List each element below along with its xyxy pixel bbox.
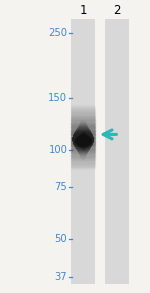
Bar <box>71 19 95 284</box>
Text: 50: 50 <box>55 234 67 244</box>
Text: 37: 37 <box>55 272 67 282</box>
Bar <box>105 19 129 284</box>
Text: 1: 1 <box>79 4 87 17</box>
Text: 75: 75 <box>55 182 67 192</box>
Text: 250: 250 <box>48 28 67 38</box>
Text: 2: 2 <box>114 4 121 17</box>
Text: 150: 150 <box>48 93 67 103</box>
Text: 100: 100 <box>48 145 67 155</box>
